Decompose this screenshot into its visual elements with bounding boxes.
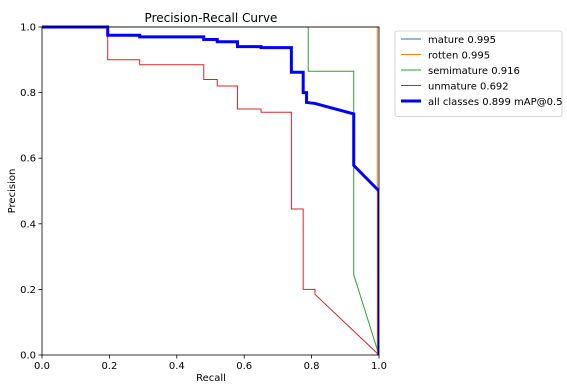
legend-entry-label: unmature 0.692 bbox=[428, 82, 509, 93]
legend-entry-label: rotten 0.995 bbox=[428, 51, 490, 62]
x-tick-label: 0.8 bbox=[304, 361, 320, 372]
legend-entry-label: semimature 0.916 bbox=[428, 66, 520, 77]
y-tick-label: 1.0 bbox=[20, 23, 36, 34]
series-line-3 bbox=[42, 26, 379, 356]
x-tick-label: 1.0 bbox=[371, 361, 387, 372]
y-axis-label: Precision bbox=[7, 169, 18, 214]
x-tick-label: 0.4 bbox=[169, 361, 185, 372]
series-line-4 bbox=[42, 25, 379, 355]
x-axis-label: Recall bbox=[196, 373, 226, 384]
series-line-0 bbox=[42, 26, 379, 355]
y-axis-ticks: 0.0 0.2 0.4 0.6 0.8 1.0 bbox=[20, 23, 42, 362]
y-tick-label: 0.0 bbox=[20, 351, 36, 362]
series-line-1 bbox=[42, 26, 379, 356]
series-line-2 bbox=[42, 26, 379, 356]
legend-box bbox=[394, 30, 563, 117]
y-tick-label: 0.4 bbox=[20, 219, 36, 230]
plot-area bbox=[41, 25, 380, 356]
x-axis-ticks: 0.0 0.2 0.4 0.6 0.8 1.0 bbox=[34, 355, 387, 372]
legend-entry-label: mature 0.995 bbox=[428, 35, 496, 46]
y-tick-label: 0.2 bbox=[20, 285, 36, 296]
x-tick-label: 0.6 bbox=[236, 361, 252, 372]
x-tick-label: 0.0 bbox=[34, 361, 50, 372]
chart-title: Precision-Recall Curve bbox=[145, 11, 278, 25]
x-tick-label: 0.2 bbox=[101, 361, 117, 372]
y-tick-label: 0.8 bbox=[20, 88, 36, 99]
plot-frame bbox=[41, 26, 380, 356]
legend-entry-label: all classes 0.899 mAP@0.5 bbox=[428, 97, 563, 108]
legend: mature 0.995 rotten 0.995 semimature 0.916… bbox=[394, 30, 563, 117]
y-tick-label: 0.6 bbox=[20, 154, 36, 165]
